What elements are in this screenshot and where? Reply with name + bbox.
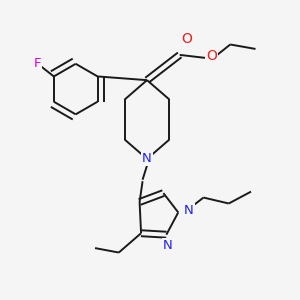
Text: N: N (184, 204, 194, 218)
Text: F: F (34, 57, 41, 70)
Text: O: O (206, 50, 217, 63)
Text: N: N (163, 238, 173, 252)
Text: N: N (142, 152, 152, 165)
Text: O: O (182, 32, 193, 46)
